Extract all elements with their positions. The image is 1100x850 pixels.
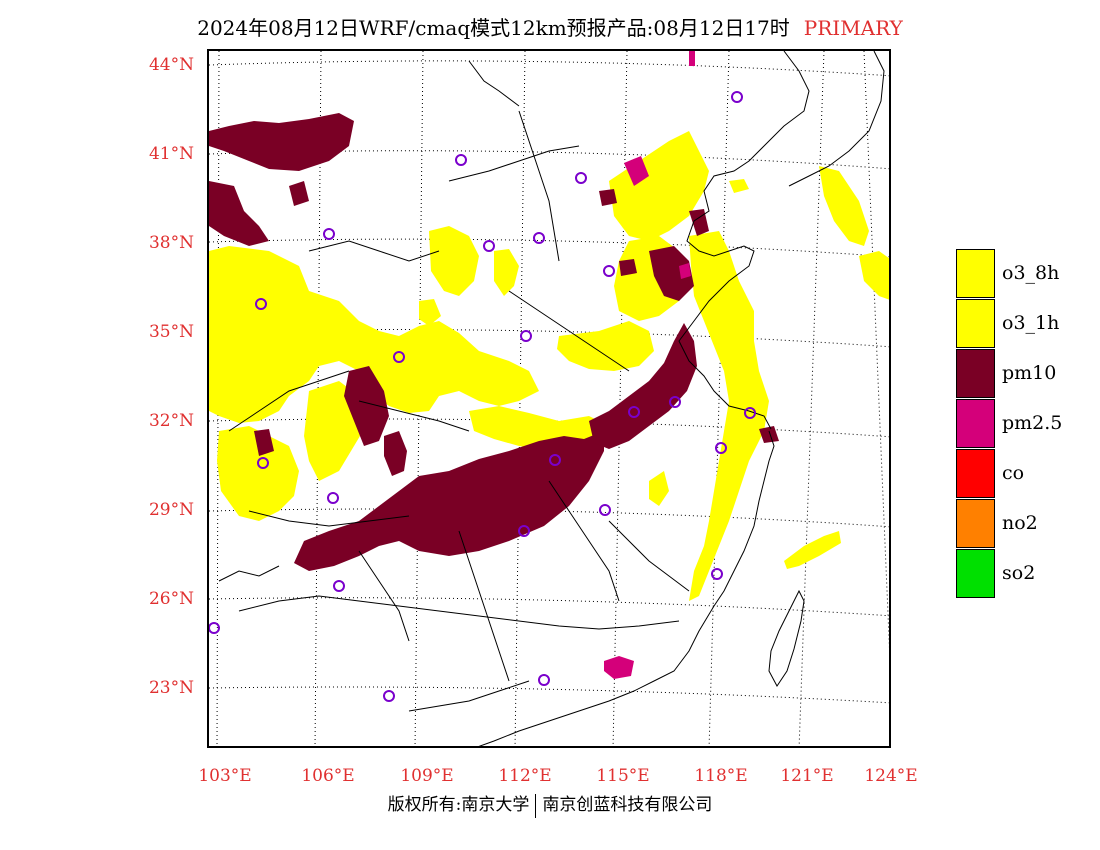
lat-label-32: 32°N — [148, 411, 194, 431]
lon-label-112: 112°E — [498, 766, 552, 786]
lon-label-106: 106°E — [301, 766, 355, 786]
lon-label-109: 109°E — [400, 766, 454, 786]
forecast-map — [209, 51, 889, 746]
primary-tag: PRIMARY — [803, 16, 903, 40]
legend-label: pm10 — [1002, 362, 1057, 384]
legend-label: o3_8h — [1002, 262, 1060, 284]
legend-item-pm10: pm10 — [956, 349, 1096, 399]
lat-label-38: 38°N — [148, 233, 194, 253]
lon-label-121: 121°E — [780, 766, 834, 786]
lon-label-115: 115°E — [596, 766, 650, 786]
pm10-areas — [209, 113, 779, 571]
legend-item-o3-1h: o3_1h — [956, 299, 1096, 349]
legend-item-co: co — [956, 449, 1096, 499]
legend-swatch — [956, 349, 995, 398]
map-panel — [207, 49, 891, 748]
legend-label: o3_1h — [1002, 312, 1060, 334]
legend-label: pm2.5 — [1002, 412, 1063, 434]
lat-label-35: 35°N — [148, 322, 194, 342]
copyright-left: 版权所有:南京大学 — [387, 795, 530, 815]
lon-label-118: 118°E — [694, 766, 748, 786]
legend-label: no2 — [1002, 512, 1038, 534]
legend-label: so2 — [1002, 562, 1036, 584]
copyright-separator — [535, 793, 537, 818]
legend-swatch — [956, 499, 995, 548]
legend-swatch — [956, 399, 995, 448]
map-title-text: 2024年08月12日WRF/cmaq模式12km预报产品:08月12日17时 — [197, 16, 790, 40]
station-markers — [209, 91, 756, 702]
lon-label-124: 124°E — [864, 766, 918, 786]
copyright-right: 南京创蓝科技有限公司 — [542, 795, 713, 815]
legend-swatch — [956, 449, 995, 498]
legend-label: co — [1002, 462, 1025, 484]
copyright-line: 版权所有:南京大学 南京创蓝科技有限公司 — [0, 790, 1100, 818]
legend-swatch — [956, 299, 995, 348]
lat-label-26: 26°N — [148, 589, 194, 609]
legend-swatch — [956, 249, 995, 298]
pm25-areas — [604, 51, 695, 679]
boundaries — [218, 51, 885, 746]
legend-item-so2: so2 — [956, 549, 1096, 599]
legend-item-no2: no2 — [956, 499, 1096, 549]
map-title: 2024年08月12日WRF/cmaq模式12km预报产品:08月12日17时 P… — [0, 12, 1100, 41]
legend-item-o3-8h: o3_8h — [956, 249, 1096, 299]
lat-label-23: 23°N — [148, 678, 194, 698]
lat-label-44: 44°N — [148, 55, 194, 75]
o3-areas — [209, 131, 889, 601]
legend-swatch — [956, 549, 995, 598]
lat-label-41: 41°N — [148, 144, 194, 164]
lat-label-29: 29°N — [148, 500, 194, 520]
legend-item-pm25: pm2.5 — [956, 399, 1096, 449]
lon-label-103: 103°E — [198, 766, 252, 786]
